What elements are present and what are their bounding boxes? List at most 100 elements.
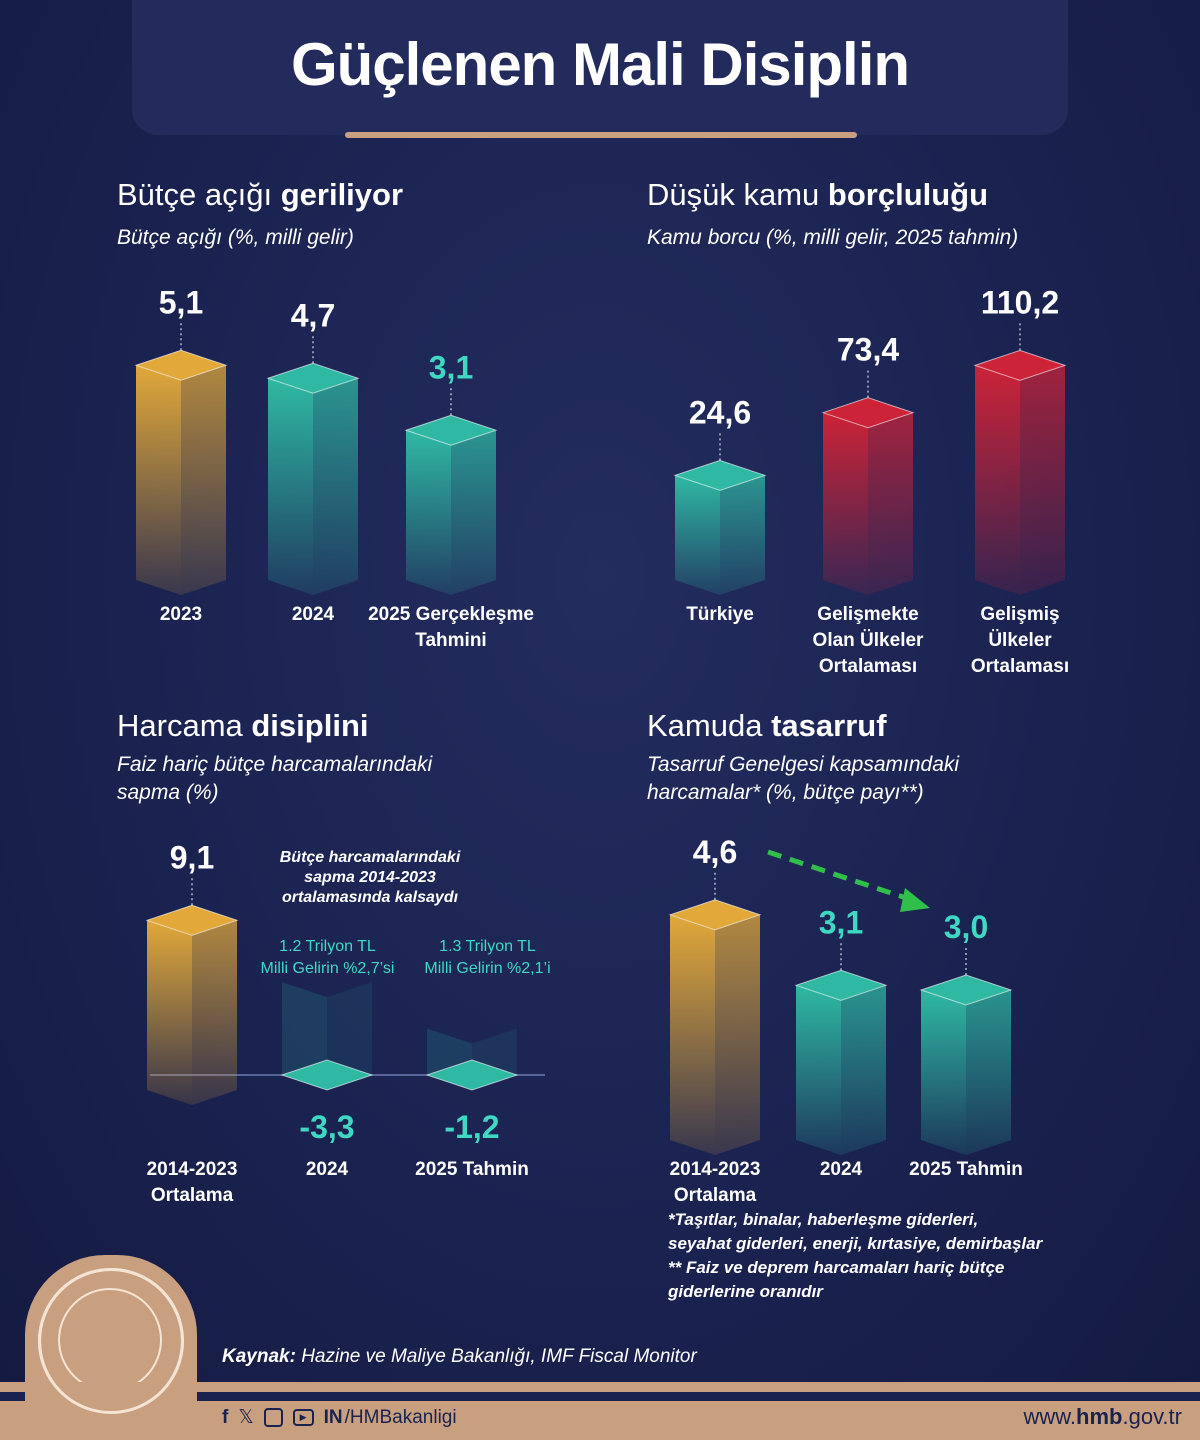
category-label-line: Tahmini (415, 630, 486, 651)
category-label-line: 2024 (292, 604, 335, 625)
value-label: 9,1 (170, 839, 214, 875)
value-label: 3,1 (819, 904, 863, 940)
bar (280, 982, 374, 1091)
category-label: Gelişmekte Olan Ülkeler Ortalaması (813, 604, 924, 677)
category-label: 2024 (306, 1159, 349, 1180)
seal-ring-overlay (38, 1268, 184, 1414)
social-handle[interactable]: /HMBakanligi (344, 1406, 457, 1428)
bar-left-face (921, 990, 966, 1155)
bar (134, 323, 228, 595)
bar-left-face (406, 430, 451, 595)
value-label: 5,1 (159, 284, 203, 320)
trend-arrow-line (767, 849, 913, 903)
category-label-line: Ortalaması (971, 656, 1069, 677)
bar-right-face (451, 430, 496, 595)
bar-left-face (136, 365, 181, 595)
ghost-bar-face (327, 982, 372, 1090)
chart-4: 4,6 2014-2023 Ortalama 3,1 2024 3,0 2025 Tahmi… (668, 834, 1023, 1206)
bar-left-face (147, 920, 192, 1105)
category-label-line: Olan Ülkeler (813, 630, 924, 651)
category-label: 2024 (820, 1159, 863, 1180)
value-label: 3,0 (944, 909, 988, 945)
bar-right-face (313, 378, 358, 595)
value-label: 4,7 (291, 297, 335, 333)
bar (404, 388, 498, 595)
category-label-line: Ortalaması (819, 656, 917, 677)
category-label-line: 2025 Tahmin (415, 1159, 529, 1180)
source-text: Hazine ve Maliye Bakanlığı, IMF Fiscal M… (295, 1346, 697, 1367)
category-label-line: Türkiye (686, 604, 754, 625)
bar-top (673, 459, 767, 491)
bar-left-face (796, 985, 841, 1155)
category-label: Gelişmiş Ülkeler Ortalaması (971, 604, 1069, 677)
chart3-annotation: Bütçe harcamalarındaki sapma 2014-2023 o… (279, 849, 461, 906)
bar-right-face (966, 990, 1011, 1155)
bar-top (280, 1059, 374, 1091)
category-label-line: Ortalama (674, 1185, 757, 1206)
footer-stripe (0, 1392, 30, 1401)
bar (266, 336, 360, 595)
bar-top (266, 362, 360, 394)
bar-right-face (1020, 365, 1065, 595)
bar-top (134, 349, 228, 381)
url-suffix: .gov.tr (1122, 1404, 1182, 1429)
facebook-icon[interactable]: f (222, 1406, 229, 1428)
ghost-bar-face (282, 982, 327, 1090)
bar-top (668, 899, 762, 931)
bar-right-face (868, 412, 913, 595)
category-label: Türkiye (686, 604, 754, 625)
chart1-heading-bold: geriliyor (280, 177, 404, 212)
bar-top (973, 349, 1067, 381)
x-icon[interactable]: 𝕏 (238, 1407, 254, 1428)
category-label-line: 2025 Tahmin (909, 1159, 1023, 1180)
nsosyal-icon[interactable]: IN (323, 1406, 343, 1428)
bar-top (821, 397, 915, 429)
category-label-line: Ülkeler (988, 630, 1052, 651)
bar (673, 433, 767, 595)
category-label: 2024 (292, 604, 335, 625)
chart4-subtitle: Tasarruf Genelgesi kapsamındaki harcamal… (647, 753, 960, 804)
instagram-icon[interactable] (263, 1408, 283, 1427)
chart3-bar-note: 1.3 Trilyon TL Milli Gelirin %2,1’i (424, 938, 551, 977)
value-label: 3,1 (429, 349, 473, 385)
category-label-line: 2024 (306, 1159, 349, 1180)
chart3-heading: Harcama disiplini (117, 708, 369, 744)
chart-3: 9,1 2014-2023 Ortalama -3,3 2024 -1,2 2025 Tah… (145, 839, 545, 1206)
category-label-line: 2025 Gerçekleşme (368, 604, 534, 625)
bar (425, 1028, 519, 1091)
category-label-line: Gelişmiş (980, 604, 1059, 625)
category-label: 2023 (160, 604, 202, 625)
category-label: 2025 Gerçekleşme Tahmini (368, 604, 534, 651)
bar (919, 948, 1013, 1155)
bar-left-face (975, 365, 1020, 595)
bar (973, 323, 1067, 595)
bar (821, 370, 915, 595)
category-label-line: 2014-2023 (670, 1159, 761, 1180)
chart2-heading: Düşük kamu borçluluğu (647, 177, 988, 213)
bar-right-face (841, 985, 886, 1155)
chart1-subtitle: Bütçe açığı (%, milli gelir) (117, 226, 354, 249)
bar-top (145, 904, 239, 936)
bar (145, 878, 239, 1105)
category-label-line: Gelişmekte (817, 604, 918, 625)
chart-2: 24,6 Türkiye 73,4 Gelişmekte Olan Ülkeler Ort… (673, 284, 1069, 677)
category-label: 2014-2023 Ortalama (147, 1159, 238, 1206)
category-label: 2025 Tahmin (415, 1159, 529, 1180)
chart3-bar-note: 1.2 Trilyon TL Milli Gelirin %2,7’si (260, 938, 395, 977)
bar-left-face (823, 412, 868, 595)
value-label: 73,4 (837, 332, 899, 368)
chart1-heading: Bütçe açığı geriliyor (117, 177, 403, 213)
value-label: -1,2 (444, 1109, 499, 1145)
website-link[interactable]: www.hmb.gov.tr (1023, 1404, 1182, 1430)
category-label: 2014-2023 Ortalama (670, 1159, 761, 1206)
chart4-footnote: *Taşıtlar, binalar, haberleşme giderleri… (668, 1210, 1043, 1301)
footer-stripe (195, 1392, 1200, 1401)
title-panel (132, 0, 1068, 135)
page-title: Güçlenen Mali Disiplin (290, 31, 910, 98)
youtube-icon[interactable]: ▶ (292, 1409, 314, 1426)
bar-left-face (675, 475, 720, 595)
category-label-line: 2024 (820, 1159, 863, 1180)
bar-left-face (670, 914, 715, 1155)
footer-band (0, 1382, 1200, 1440)
